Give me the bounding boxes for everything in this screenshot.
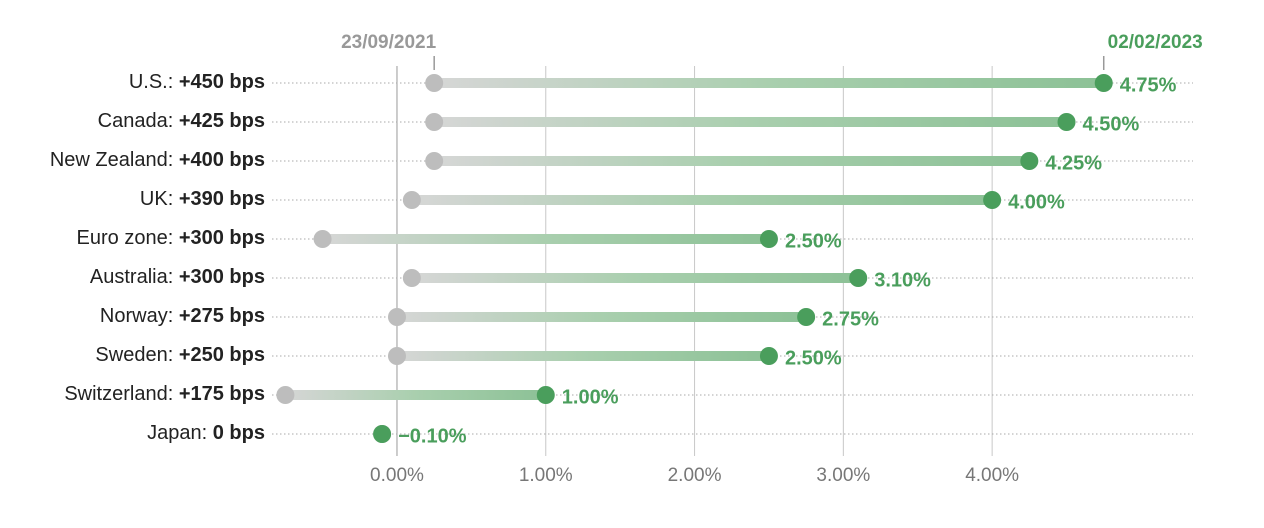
x-tick-label: 0.00% (370, 465, 424, 486)
country-name: New Zealand: (50, 149, 173, 171)
range-segment (434, 156, 1030, 166)
row-label: UK: +390 bps (140, 188, 265, 210)
change-label: +300 bps (179, 227, 265, 249)
start-dot (313, 230, 332, 248)
value-label: 3.10% (874, 269, 931, 291)
row-label: Norway: +275 bps (100, 305, 265, 327)
range-segment (322, 234, 769, 244)
country-name: U.S.: (129, 71, 173, 93)
country-name: Euro zone: (77, 227, 174, 249)
end-dot (1057, 113, 1076, 131)
end-dot (536, 386, 555, 404)
value-label: −0.10% (398, 425, 467, 447)
value-label: 2.50% (785, 347, 842, 369)
change-label: +300 bps (179, 266, 265, 288)
value-label: 2.50% (785, 230, 842, 252)
change-label: +275 bps (179, 305, 265, 327)
range-segment (434, 117, 1067, 127)
country-name: Australia: (90, 266, 173, 288)
start-dot (425, 152, 444, 170)
row-label: Japan: 0 bps (147, 422, 265, 444)
country-name: Canada: (98, 110, 174, 132)
range-segment (396, 351, 769, 361)
country-name: Norway: (100, 305, 173, 327)
change-label: +450 bps (179, 71, 265, 93)
x-tick-label: 3.00% (816, 465, 870, 486)
start-dot (402, 269, 421, 287)
value-label: 2.75% (822, 308, 879, 330)
value-label: 4.25% (1045, 152, 1102, 174)
row-label: U.S.: +450 bps (129, 71, 265, 93)
x-tick-label: 1.00% (519, 465, 573, 486)
country-name: Sweden: (95, 344, 173, 366)
x-tick-label: 2.00% (668, 465, 722, 486)
legend-label: 02/02/2023 (1108, 32, 1203, 53)
value-label: 4.50% (1083, 113, 1140, 135)
start-dot (402, 191, 421, 209)
x-tick-label: 4.00% (965, 465, 1019, 486)
start-dot (425, 113, 444, 131)
row-label: Euro zone: +300 bps (77, 227, 265, 249)
change-label: +390 bps (179, 188, 265, 210)
change-label: +175 bps (179, 383, 265, 405)
row-label: Sweden: +250 bps (95, 344, 265, 366)
end-dot (759, 347, 778, 365)
start-dot (276, 386, 295, 404)
country-name: Switzerland: (64, 383, 173, 405)
value-label: 4.75% (1120, 74, 1177, 96)
value-label: 1.00% (562, 386, 619, 408)
range-segment (434, 78, 1104, 88)
start-dot (425, 74, 444, 92)
range-segment (396, 312, 807, 322)
end-dot (1020, 152, 1039, 170)
range-segment (411, 273, 859, 283)
end-dot (373, 425, 392, 443)
range-segment (285, 390, 546, 400)
start-dot (387, 308, 406, 326)
country-name: UK: (140, 188, 173, 210)
change-label: +250 bps (179, 344, 265, 366)
start-dot (387, 347, 406, 365)
change-label: +425 bps (179, 110, 265, 132)
country-name: Japan: (147, 422, 207, 444)
end-dot (1094, 74, 1113, 92)
value-label: 4.00% (1008, 191, 1065, 213)
legend-label: 23/09/2021 (341, 32, 437, 53)
end-dot (849, 269, 868, 287)
end-dot (797, 308, 816, 326)
range-segment (411, 195, 993, 205)
row-label: Switzerland: +175 bps (64, 383, 265, 405)
change-label: +400 bps (179, 149, 265, 171)
end-dot (983, 191, 1002, 209)
row-label: New Zealand: +400 bps (50, 149, 265, 171)
row-label: Australia: +300 bps (90, 266, 265, 288)
end-dot (759, 230, 778, 248)
row-label: Canada: +425 bps (98, 110, 265, 132)
change-label: 0 bps (213, 422, 265, 444)
